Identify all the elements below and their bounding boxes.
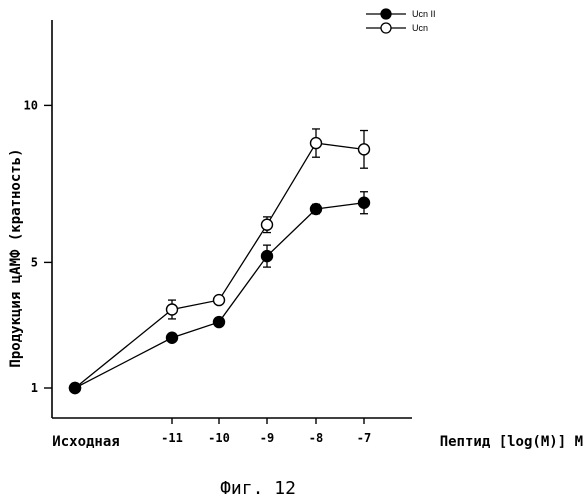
x-tick-label: -7: [357, 431, 371, 445]
data-point: [70, 383, 81, 394]
data-point: [359, 197, 370, 208]
series-line: [75, 143, 364, 388]
y-ticks: 1510: [24, 98, 52, 395]
legend-marker: [381, 23, 391, 33]
legend: Ucn II Ucn: [366, 9, 436, 33]
legend-item: Ucn II: [366, 9, 436, 19]
y-tick-label: 1: [31, 381, 38, 395]
y-tick-label: 10: [24, 98, 38, 112]
x-ticks: Исходная -11 -10 -9 -8 -7: [52, 418, 371, 450]
data-point: [311, 138, 322, 149]
data-point: [214, 295, 225, 306]
legend-item: Ucn: [366, 23, 428, 33]
legend-label: Ucn: [412, 23, 428, 33]
data-point: [359, 144, 370, 155]
x-tick-label: -10: [208, 431, 230, 445]
series-ucn-ii: [70, 192, 370, 394]
legend-label: Ucn II: [412, 9, 436, 19]
legend-marker: [381, 9, 391, 19]
data-point: [167, 332, 178, 343]
x-tick-label: -8: [309, 431, 323, 445]
data-point: [311, 204, 322, 215]
series-ucn: [70, 129, 370, 394]
data-point: [214, 317, 225, 328]
x-tick-label: -11: [161, 431, 183, 445]
x-tick-label: -9: [260, 431, 274, 445]
series-layer: [70, 129, 370, 394]
data-point: [262, 219, 273, 230]
figure-caption: Фиг. 12: [220, 478, 296, 499]
y-tick-label: 5: [31, 255, 38, 269]
y-axis-label: Продукция цАМФ (кратность): [8, 148, 24, 367]
data-point: [262, 251, 273, 262]
data-point: [167, 304, 178, 315]
x-axis-label: Пептид [log(M)] M: [440, 434, 583, 450]
x-tick-label: Исходная: [52, 434, 119, 450]
